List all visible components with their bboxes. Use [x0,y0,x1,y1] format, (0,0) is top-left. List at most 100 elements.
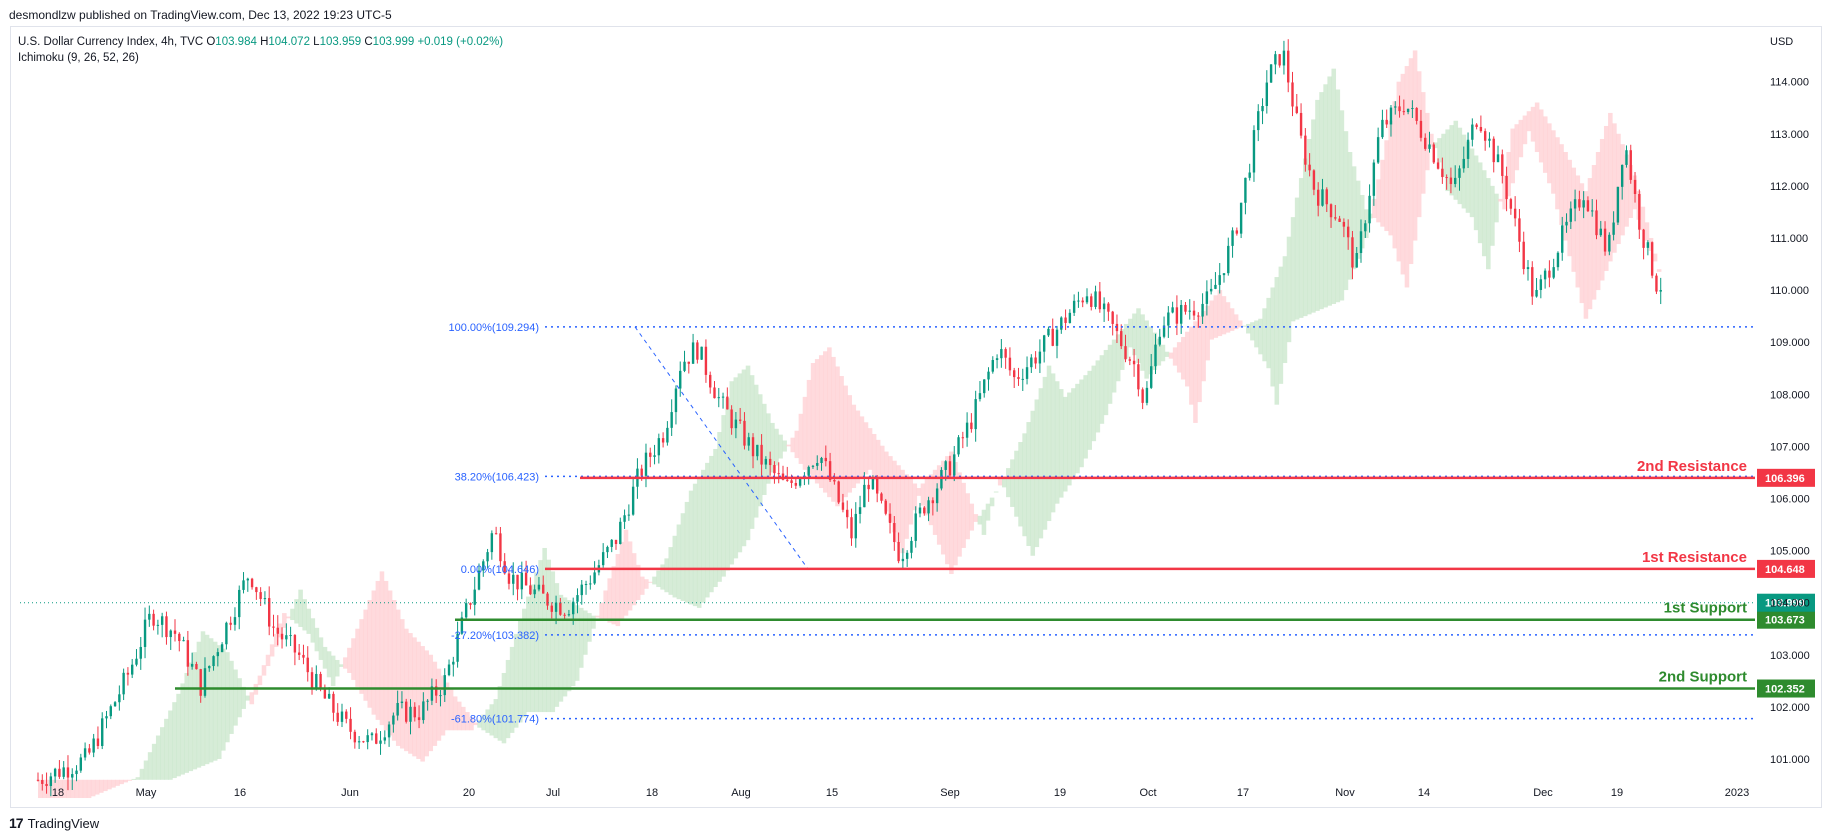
cloud-segment [1067,392,1072,486]
cloud-segment [831,356,836,502]
candle-body [1531,267,1534,297]
cloud-segment [1201,310,1206,382]
candle-body [83,748,87,758]
candle-body [1072,300,1076,313]
candle-body [901,558,905,562]
candle-body [242,580,245,590]
cloud-segment [843,385,848,498]
cloud-segment [1473,155,1479,231]
candle-body [400,701,404,703]
candle-body [1483,131,1487,141]
cloud-segment [1628,165,1633,219]
cloud-segment [1221,296,1227,335]
candle-body [824,457,828,462]
cloud-segment [1132,313,1137,356]
cloud-segment [1477,162,1483,244]
cloud-segment [1042,376,1048,530]
cloud-segment [70,779,76,799]
candle-body [974,399,977,430]
cloud-segment [1453,120,1459,200]
candle-body [1650,242,1654,276]
cloud-segment [188,662,194,772]
candle-body [760,444,763,465]
candle-body [1094,291,1097,307]
candle-body [858,507,862,514]
cloud-segment [1258,318,1263,355]
cloud-segment [639,576,645,595]
cloud-segment [1506,152,1511,197]
cloud-segment [1026,422,1031,547]
candle-body [884,500,887,514]
cloud-segment [587,613,592,642]
candle-body [190,663,194,667]
candle-body [1034,357,1037,364]
cloud-segment [119,779,124,785]
cloud-segment [400,619,405,749]
cloud-segment [867,428,873,470]
candle-body [1175,307,1179,324]
candle-body [1513,208,1517,219]
cloud-segment [355,628,360,687]
tradingview-brand[interactable]: 17 TradingView [9,815,99,831]
candle-body [940,469,943,489]
candle-body [1278,54,1281,66]
cloud-segment [1433,142,1438,149]
cloud-segment [1058,389,1064,498]
candle-body [888,513,892,523]
y-tick-label: 109.000 [1770,337,1810,349]
candle-body [1248,172,1251,178]
candle-body [1261,105,1264,112]
candle-body [927,500,930,514]
cloud-segment [810,363,816,479]
cloud-segment [778,434,783,459]
candle-body [293,635,297,653]
level-badge-label: 106.396 [1765,473,1805,485]
candle-body [1081,300,1084,303]
candle-body [846,509,849,518]
cloud-segment [62,779,67,799]
cloud-segment [1107,344,1113,404]
cloud-segment [1547,123,1552,184]
y-tick-label: 110.000 [1770,285,1809,297]
cloud-segment [599,602,604,620]
cloud-segment [1502,175,1507,210]
candle-body [1424,137,1427,149]
cloud-segment [1445,129,1450,192]
cloud-segment [176,693,181,777]
cloud-segment [265,654,271,667]
candle-body [1017,377,1020,379]
candle-body [1222,273,1226,276]
chart-frame[interactable] [10,26,1822,808]
candle-body [1141,389,1144,403]
cloud-segment [1189,326,1194,405]
candle-body [1312,170,1316,190]
cloud-segment [908,478,914,525]
candle-body [306,657,309,673]
candle-body [756,444,759,457]
cloud-segment [1612,123,1617,253]
candle-body [1595,210,1598,236]
cloud-segment [351,638,356,680]
candle-body [871,478,875,490]
candle-body [983,379,986,394]
cloud-segment [1486,178,1491,270]
candle-body [1265,82,1269,106]
candle-body [1167,312,1170,326]
cloud-segment [1583,191,1589,319]
cloud-segment [692,483,698,607]
candle-body [948,461,952,476]
candle-body [289,635,292,637]
indicator-label[interactable]: Ichimoku (9, 26, 52, 26) [18,52,139,64]
candle-body [45,783,48,787]
level-badge [1757,468,1815,487]
cloud-segment [1384,140,1389,232]
cloud-segment [928,474,934,526]
cloud-segment [461,706,466,731]
cloud-segment [1246,323,1251,334]
candle-body [614,539,618,545]
candle-body [238,589,241,618]
candle-body [1162,325,1166,337]
candle-body [653,455,656,457]
cloud-segment [143,760,149,780]
